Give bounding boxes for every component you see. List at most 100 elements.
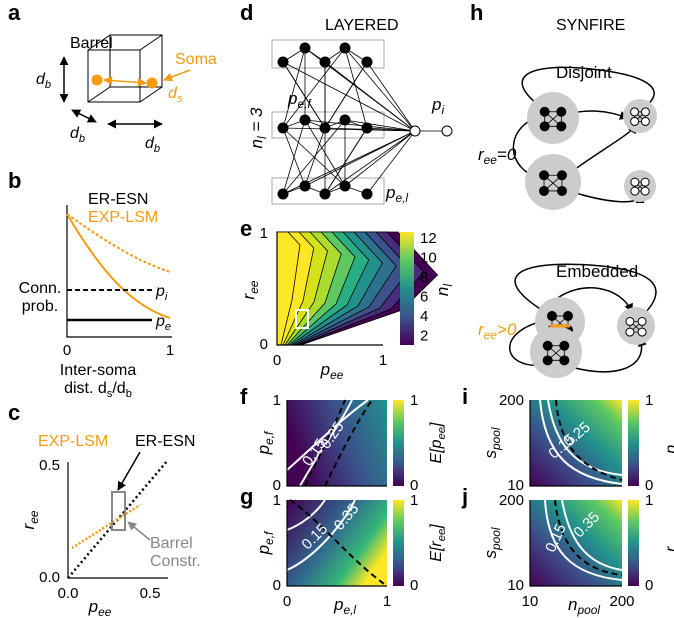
label-part: ee	[484, 328, 498, 342]
edge	[304, 127, 326, 187]
edge	[282, 47, 346, 129]
label-part: e,l	[343, 603, 356, 617]
y-tick-label: 0.5	[39, 457, 60, 474]
label-part: pool	[576, 603, 600, 617]
label-part: d	[36, 71, 46, 88]
label-part: p	[254, 445, 273, 455]
y-tick-label: 10	[507, 577, 524, 594]
label-part: = 3	[247, 107, 266, 136]
label-part: s	[107, 388, 113, 400]
node	[539, 170, 550, 181]
contour	[539, 399, 623, 485]
label-part: pool	[489, 527, 503, 551]
colorbar	[400, 232, 414, 345]
panel-letter: g	[240, 484, 253, 509]
label-part: ee	[671, 534, 674, 546]
contour	[286, 499, 356, 571]
colorbar-label: E[pee]	[428, 422, 448, 463]
colorbar	[393, 400, 404, 486]
soma	[146, 77, 158, 89]
label-part: >0	[497, 320, 517, 339]
contour	[324, 399, 373, 487]
label-part: r	[478, 145, 485, 164]
pool	[617, 307, 655, 345]
label-part: p	[88, 597, 98, 616]
y-tick-label: 0	[260, 336, 268, 353]
colorbar-tick-label: 1	[410, 392, 418, 409]
panel-letter: h	[470, 0, 483, 25]
y-tick-label: 0	[273, 477, 281, 494]
node	[637, 327, 647, 337]
barrel-label: Barrel	[70, 35, 113, 52]
node	[542, 355, 553, 366]
pool	[530, 326, 582, 378]
cube-front	[87, 49, 141, 103]
label-part: p	[254, 545, 273, 555]
x-label: dist. ds/db	[64, 380, 132, 400]
legend-entry: EXP-LSM	[88, 209, 158, 226]
node	[339, 180, 351, 192]
label-part: p	[155, 283, 165, 300]
y-label: ree	[239, 280, 261, 299]
y-tick-label: 0.0	[39, 569, 60, 586]
node	[319, 56, 331, 68]
edge	[282, 61, 326, 129]
y-label: pe,f	[254, 530, 276, 555]
axes	[529, 400, 622, 487]
layer-box	[271, 177, 385, 205]
colorbar-tick-label: 8	[420, 269, 428, 286]
db-label: db	[145, 135, 160, 155]
label-part: ee	[484, 153, 498, 167]
connection	[564, 337, 647, 373]
node	[361, 56, 373, 68]
label-part: r	[663, 546, 674, 552]
panel-letter: c	[8, 400, 20, 425]
colorbar-tick-label: 0	[410, 577, 418, 594]
label-part: /d	[112, 380, 125, 397]
p-e-label: pe	[155, 313, 171, 333]
edge	[324, 61, 368, 129]
label-part: ee	[436, 427, 448, 439]
node	[625, 316, 635, 326]
panel-letter: f	[240, 384, 248, 409]
axes	[286, 400, 387, 487]
colorbar-label: E[ree]	[428, 524, 448, 562]
y-tick-label: 200	[499, 492, 524, 509]
colorbar-label: pee	[663, 432, 674, 454]
label-part: ee	[27, 510, 41, 524]
label-part: d	[70, 125, 80, 142]
node	[319, 188, 331, 200]
label-part: dist. d	[64, 380, 107, 397]
barrel-label: Barrel	[150, 535, 193, 552]
db-label: db	[36, 71, 51, 91]
y-label: spool	[481, 527, 503, 558]
pool	[525, 154, 581, 210]
x-label: pe,l	[333, 595, 356, 617]
label-part: r	[19, 522, 38, 529]
node	[299, 114, 311, 126]
edge	[366, 61, 416, 132]
node	[637, 316, 647, 326]
y-tick-label: 10	[507, 477, 524, 494]
panel-letter: j	[461, 484, 468, 509]
node	[539, 185, 550, 196]
node	[559, 355, 570, 366]
cube-edge	[139, 34, 163, 51]
db-arrow	[71, 109, 97, 123]
exp-curve-dotted	[66, 213, 171, 273]
label-part: ee	[436, 529, 448, 541]
arrow	[117, 451, 141, 491]
er-line	[67, 459, 169, 579]
x-tick-label: 0	[63, 342, 71, 359]
y-label: spool	[481, 427, 503, 458]
label-part: ee	[671, 432, 674, 444]
axes	[286, 500, 387, 587]
cube-edge	[139, 86, 163, 103]
label-part: s	[481, 449, 500, 458]
colorbar-tick-label: 6	[420, 289, 428, 306]
label-part: e,f	[297, 97, 312, 111]
subtitle: Embedded	[556, 262, 638, 281]
label-part: d	[145, 135, 155, 152]
label-part: l	[255, 136, 269, 139]
